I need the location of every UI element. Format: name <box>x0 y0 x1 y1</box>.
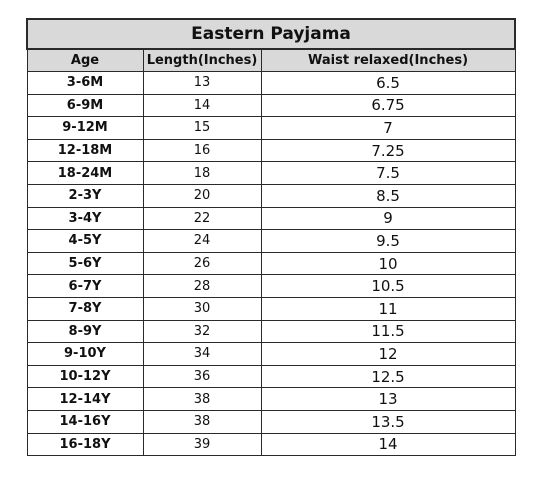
waist-cell: 11.5 <box>260 319 516 344</box>
table-row: 16-18Y 39 14 <box>26 432 516 457</box>
header-row: Age Length(Inches) Waist relaxed(Inches) <box>26 48 516 72</box>
waist-cell: 7.5 <box>260 161 516 185</box>
age-cell: 14-16Y <box>26 409 144 434</box>
length-cell: 14 <box>142 93 262 118</box>
header-age: Age <box>26 48 144 72</box>
table-row: 5-6Y 26 10 <box>26 251 516 276</box>
table-row: 14-16Y 38 13.5 <box>26 409 516 434</box>
length-cell: 32 <box>142 319 262 344</box>
length-cell: 15 <box>142 116 262 140</box>
title-row: Eastern Payjama <box>25 18 517 50</box>
table-row: 8-9Y 32 11.5 <box>26 319 516 344</box>
age-cell: 6-9M <box>26 93 144 118</box>
table-body: 3-6M 13 6.5 6-9M 14 6.75 9-12M 15 7 12-18M 16 7.25 1… <box>26 71 516 457</box>
table-row: 6-7Y 28 10.5 <box>26 274 516 298</box>
waist-cell: 13.5 <box>260 409 516 434</box>
header-length: Length(Inches) <box>142 48 262 72</box>
waist-cell: 9.5 <box>260 229 516 253</box>
age-cell: 6-7Y <box>26 274 144 298</box>
length-cell: 28 <box>142 274 262 298</box>
table-row: 12-14Y 38 13 <box>26 387 516 411</box>
length-cell: 26 <box>142 251 262 276</box>
table-row: 6-9M 14 6.75 <box>26 93 516 118</box>
age-cell: 18-24M <box>26 161 144 185</box>
age-cell: 3-6M <box>26 71 144 95</box>
table-row: 9-10Y 34 12 <box>26 342 516 366</box>
age-cell: 5-6Y <box>26 251 144 276</box>
length-cell: 22 <box>142 206 262 231</box>
length-cell: 38 <box>142 409 262 434</box>
waist-cell: 14 <box>260 432 516 457</box>
age-cell: 4-5Y <box>26 229 144 253</box>
length-cell: 24 <box>142 229 262 253</box>
table-row: 12-18M 16 7.25 <box>26 138 516 163</box>
table-row: 10-12Y 36 12.5 <box>26 364 516 389</box>
age-cell: 12-18M <box>26 138 144 163</box>
waist-cell: 10.5 <box>260 274 516 298</box>
age-cell: 3-4Y <box>26 206 144 231</box>
length-cell: 38 <box>142 387 262 411</box>
header-waist: Waist relaxed(Inches) <box>260 48 516 72</box>
age-cell: 9-12M <box>26 116 144 140</box>
waist-cell: 6.5 <box>260 71 516 95</box>
table-row: 2-3Y 20 8.5 <box>26 183 516 208</box>
size-chart-table: Eastern Payjama Age Length(Inches) Waist… <box>25 18 517 457</box>
age-cell: 7-8Y <box>26 296 144 321</box>
length-cell: 13 <box>142 71 262 95</box>
table-row: 4-5Y 24 9.5 <box>26 229 516 253</box>
length-cell: 34 <box>142 342 262 366</box>
length-cell: 30 <box>142 296 262 321</box>
table-row: 7-8Y 30 11 <box>26 296 516 321</box>
waist-cell: 6.75 <box>260 93 516 118</box>
waist-cell: 9 <box>260 206 516 231</box>
age-cell: 16-18Y <box>26 432 144 457</box>
table-row: 3-6M 13 6.5 <box>26 71 516 95</box>
table-row: 3-4Y 22 9 <box>26 206 516 231</box>
age-cell: 9-10Y <box>26 342 144 366</box>
age-cell: 10-12Y <box>26 364 144 389</box>
table-title: Eastern Payjama <box>25 18 517 50</box>
length-cell: 16 <box>142 138 262 163</box>
length-cell: 39 <box>142 432 262 457</box>
waist-cell: 12.5 <box>260 364 516 389</box>
table-row: 18-24M 18 7.5 <box>26 161 516 185</box>
table-row: 9-12M 15 7 <box>26 116 516 140</box>
waist-cell: 12 <box>260 342 516 366</box>
waist-cell: 11 <box>260 296 516 321</box>
length-cell: 36 <box>142 364 262 389</box>
age-cell: 8-9Y <box>26 319 144 344</box>
waist-cell: 8.5 <box>260 183 516 208</box>
length-cell: 18 <box>142 161 262 185</box>
age-cell: 12-14Y <box>26 387 144 411</box>
waist-cell: 7.25 <box>260 138 516 163</box>
waist-cell: 10 <box>260 251 516 276</box>
waist-cell: 13 <box>260 387 516 411</box>
waist-cell: 7 <box>260 116 516 140</box>
age-cell: 2-3Y <box>26 183 144 208</box>
length-cell: 20 <box>142 183 262 208</box>
